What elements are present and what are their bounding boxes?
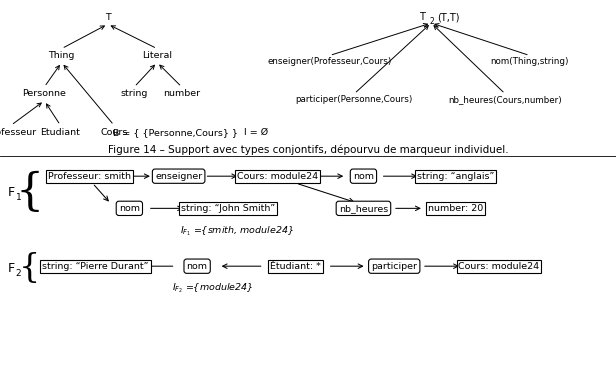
Text: Professeur: Professeur (0, 128, 36, 137)
Text: {: { (15, 171, 44, 214)
Text: nb_heures: nb_heures (339, 204, 388, 213)
Text: Cours: module24: Cours: module24 (237, 172, 318, 181)
Text: nom: nom (187, 262, 208, 271)
Text: F: F (7, 186, 15, 199)
Text: Étudiant: *: Étudiant: * (270, 262, 321, 271)
Text: T: T (419, 12, 425, 22)
Text: 2: 2 (429, 17, 434, 26)
Text: $I_{F_1}$ ={smith, module24}: $I_{F_1}$ ={smith, module24} (180, 225, 294, 239)
Text: nom: nom (353, 172, 374, 181)
Text: $I_{F_2}$ ={module24}: $I_{F_2}$ ={module24} (172, 281, 253, 295)
Text: string: “Pierre Durant”: string: “Pierre Durant” (43, 262, 148, 271)
Text: Personne: Personne (22, 89, 67, 98)
Text: (T,T): (T,T) (437, 12, 460, 22)
Text: Etudiant: Etudiant (41, 128, 80, 137)
Text: participer: participer (371, 262, 417, 271)
Text: nom: nom (119, 204, 140, 213)
Text: Literal: Literal (142, 51, 172, 60)
Text: 1: 1 (15, 193, 22, 202)
Text: string: “anglais”: string: “anglais” (417, 172, 495, 181)
Text: Professeur: smith: Professeur: smith (48, 172, 131, 181)
Text: {: { (19, 252, 40, 284)
Text: T: T (105, 13, 111, 22)
Text: I = Ø: I = Ø (243, 128, 268, 137)
Text: enseigner: enseigner (155, 172, 202, 181)
Text: Cours: Cours (100, 128, 128, 137)
Text: B = { {Personne,Cours} }: B = { {Personne,Cours} } (113, 128, 238, 137)
Text: Cours: module24: Cours: module24 (458, 262, 540, 271)
Text: Figure 14 – Support avec types conjontifs, dépourvu de marqueur individuel.: Figure 14 – Support avec types conjontif… (108, 144, 508, 155)
Text: participer(Personne,Cours): participer(Personne,Cours) (296, 95, 413, 104)
Text: F: F (7, 262, 15, 275)
Text: string: string (121, 89, 148, 98)
Text: 2: 2 (15, 268, 22, 278)
Text: nom(Thing,string): nom(Thing,string) (490, 57, 569, 66)
Text: string: “John Smith”: string: “John Smith” (180, 204, 275, 213)
Text: enseigner(Professeur,Cours): enseigner(Professeur,Cours) (267, 57, 392, 66)
Text: number: 20: number: 20 (428, 204, 484, 213)
Text: number: number (163, 89, 200, 98)
Text: Thing: Thing (49, 51, 75, 60)
Text: nb_heures(Cours,number): nb_heures(Cours,number) (448, 95, 562, 104)
